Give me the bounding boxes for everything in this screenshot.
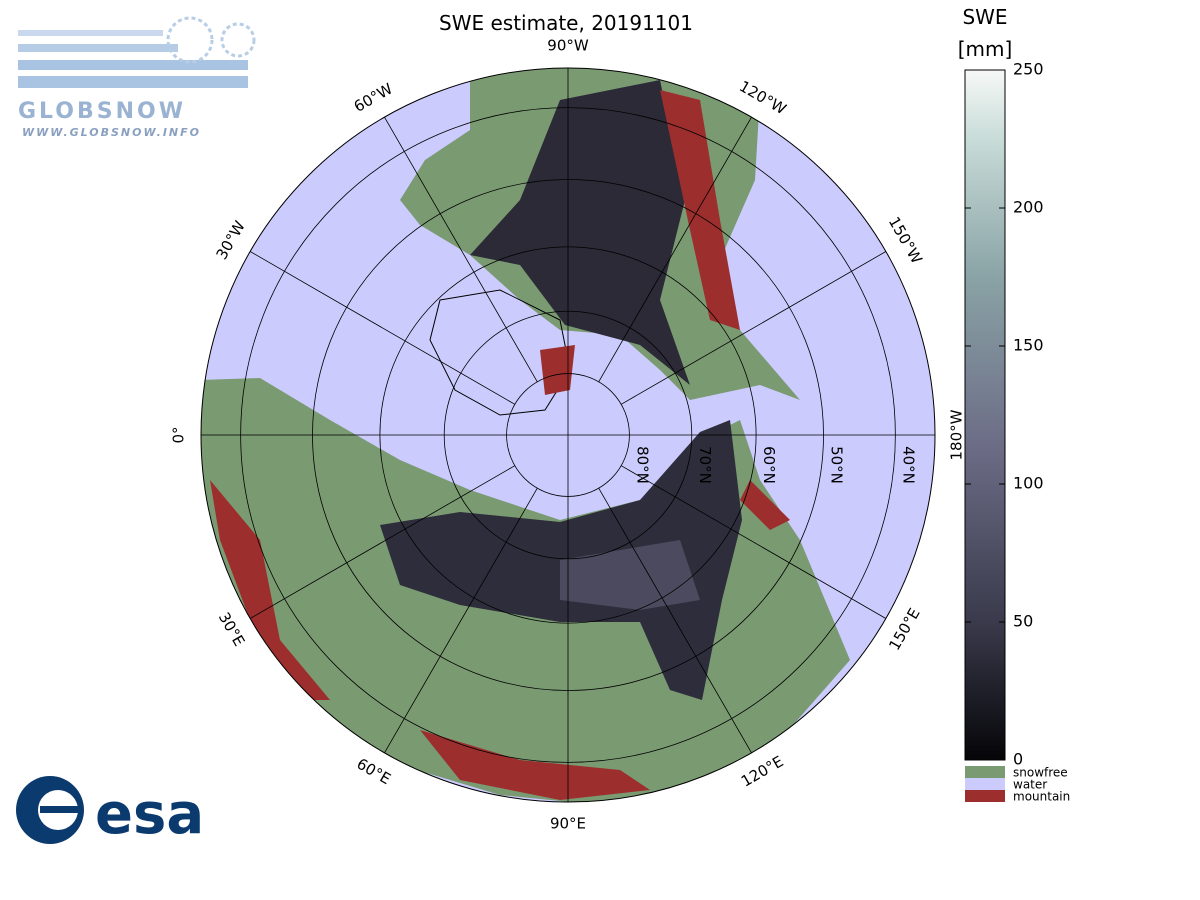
graticule bbox=[201, 68, 935, 802]
meridian bbox=[620, 251, 887, 405]
greenland-outline bbox=[429, 289, 571, 416]
legend-swatch bbox=[965, 790, 1005, 802]
meridian bbox=[620, 465, 887, 619]
globsnow-logo: GLOBSNOW WWW.GLOBSNOW.INFO bbox=[18, 16, 256, 139]
parallel-label: 50°N bbox=[828, 446, 846, 484]
mountain-europe bbox=[210, 480, 330, 700]
mountain-kamchatka bbox=[740, 480, 790, 530]
legend-label: mountain bbox=[1013, 790, 1070, 804]
meridian-label: 30°W bbox=[213, 218, 249, 263]
mountain-arctic bbox=[540, 345, 575, 395]
colorbar: SWE [mm] 0 50 100 150 200 250 snowfreewatermou… bbox=[958, 5, 1071, 804]
mountain-central-asia bbox=[420, 730, 650, 800]
colorbar-label: [mm] bbox=[958, 37, 1013, 61]
meridian bbox=[384, 116, 538, 383]
meridian-label: 90°E bbox=[550, 815, 586, 833]
meridian-label: 150°E bbox=[885, 605, 923, 653]
colorbar-tick-label: 100 bbox=[1013, 474, 1044, 493]
colorbar-tick-label: 50 bbox=[1013, 612, 1033, 631]
snow-north-america bbox=[470, 80, 690, 385]
map bbox=[201, 68, 935, 802]
logo-name: GLOBSNOW bbox=[18, 99, 186, 124]
colorbar-tick-label: 0 bbox=[1013, 750, 1023, 769]
logo-bar bbox=[18, 44, 178, 52]
parallel-label: 70°N bbox=[696, 446, 714, 484]
colorbar-tick-label: 250 bbox=[1013, 60, 1044, 79]
meridian bbox=[249, 251, 516, 405]
mountain-rockies bbox=[660, 90, 740, 330]
logo-url: WWW.GLOBSNOW.INFO bbox=[22, 126, 201, 139]
legend-swatch bbox=[965, 778, 1005, 790]
logo-bar bbox=[18, 30, 163, 36]
meridian bbox=[384, 487, 538, 754]
legend-label: snowfree bbox=[1013, 766, 1068, 780]
meridian-label: 30°E bbox=[215, 609, 249, 649]
esa-text: esa bbox=[95, 782, 204, 847]
snowflake bbox=[220, 22, 256, 58]
logo-bar bbox=[18, 76, 248, 88]
meridian-label: 90°W bbox=[547, 37, 589, 55]
colorbar-label: SWE bbox=[962, 5, 1007, 29]
colorbar-tick-label: 200 bbox=[1013, 198, 1044, 217]
snow-deep bbox=[560, 540, 700, 610]
title: SWE estimate, 20191101 bbox=[439, 11, 693, 35]
meridian-label: 0° bbox=[170, 426, 188, 443]
logo-bar bbox=[18, 60, 248, 70]
meridian-label: 60°E bbox=[354, 755, 394, 789]
snowflake bbox=[166, 16, 214, 64]
meridian bbox=[249, 465, 516, 619]
parallel-label: 40°N bbox=[899, 446, 917, 484]
legend-swatch bbox=[965, 766, 1005, 778]
meridian-label: 150°W bbox=[885, 214, 926, 267]
meridian-label: 60°W bbox=[351, 79, 396, 115]
meridian-label: 120°W bbox=[736, 77, 789, 118]
meridian bbox=[598, 487, 752, 754]
parallel-label: 80°N bbox=[633, 446, 651, 484]
legend-label: water bbox=[1013, 778, 1047, 792]
map-border bbox=[200, 67, 936, 803]
meridian-label: 120°E bbox=[738, 752, 786, 790]
meridian-label: 180°W bbox=[948, 409, 966, 460]
meridian bbox=[598, 116, 752, 383]
esa-bar bbox=[40, 806, 80, 813]
parallel-label: 60°N bbox=[760, 446, 778, 484]
esa-logo: esa bbox=[16, 776, 204, 847]
colorbar-tick-label: 150 bbox=[1013, 336, 1044, 355]
colorbar-ramp bbox=[964, 69, 1006, 761]
